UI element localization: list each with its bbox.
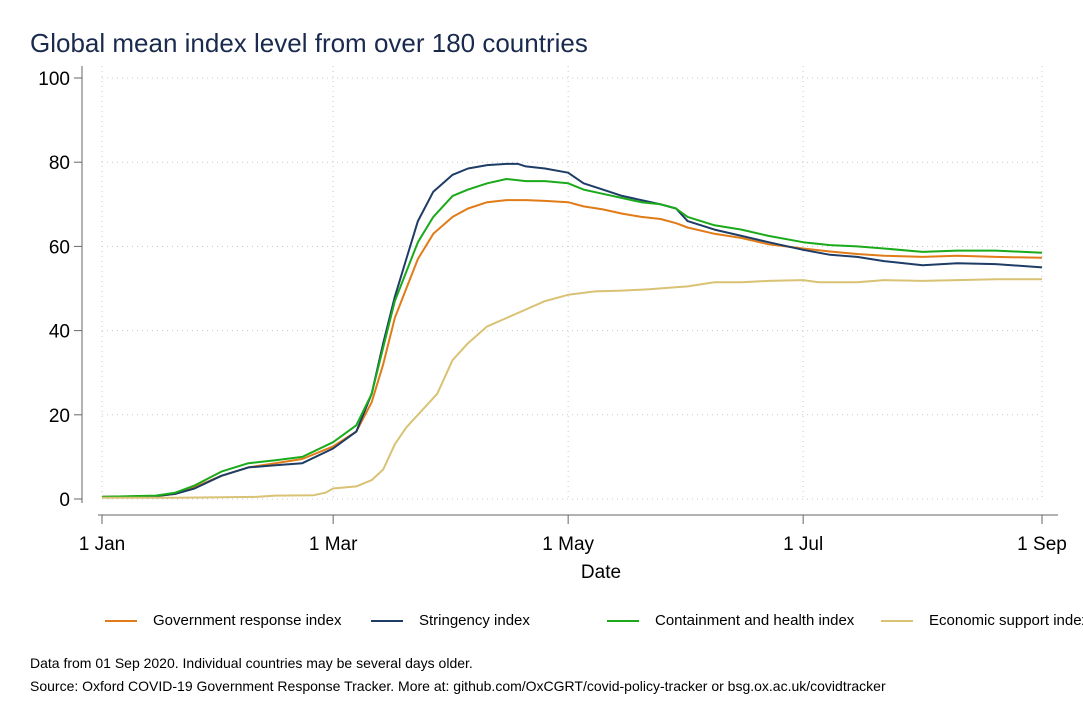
x-tick-label: 1 Sep	[1017, 534, 1067, 555]
series-line-economic-support-index	[102, 278, 1042, 499]
legend-item: Containment and health index	[607, 612, 854, 629]
legend-label: Economic support index	[929, 612, 1083, 629]
plot-area: 0 20 40 60 80 100 1 Jan 1 Mar 1 May 1 Jul 1 Sep Da…	[38, 66, 1067, 583]
x-tick-label: 1 Jan	[79, 534, 125, 555]
legend-label: Containment and health index	[655, 612, 855, 629]
data-note: Data from 01 Sep 2020. Individual countr…	[30, 655, 473, 671]
x-axis-title: Date	[581, 562, 621, 583]
x-tick-label: 1 Jul	[783, 534, 823, 555]
legend-swatch	[607, 619, 639, 622]
legend-label: Stringency index	[419, 612, 530, 629]
y-tick-label: 20	[49, 406, 70, 427]
x-tick-label: 1 May	[542, 534, 594, 555]
legend-item: Stringency index	[371, 612, 530, 629]
series-line-government-response-index	[101, 199, 1043, 498]
axes	[74, 66, 1058, 524]
y-tick-label: 40	[49, 322, 70, 343]
y-tick-label: 80	[49, 153, 70, 174]
legend-swatch	[105, 619, 137, 622]
y-tick-label: 0	[59, 490, 70, 511]
y-tick-label: 60	[49, 237, 70, 258]
notes: Data from 01 Sep 2020. Individual countr…	[30, 652, 886, 698]
y-tick-label: 100	[38, 69, 70, 90]
gridlines	[101, 66, 1043, 500]
x-tick-label: 1 Mar	[309, 534, 358, 555]
legend-label: Government response index	[153, 612, 342, 629]
chart-title: Global mean index level from over 180 co…	[30, 28, 588, 58]
legend: Government response index Stringency inde…	[105, 612, 1083, 634]
legend-item: Government response index	[105, 612, 341, 629]
legend-swatch	[881, 619, 913, 622]
legend-item: Economic support index	[881, 612, 1083, 629]
series-line-stringency-index	[101, 162, 1043, 498]
series-line-containment-and-health-index	[101, 178, 1043, 498]
legend-swatch	[371, 619, 403, 622]
series-lines	[101, 162, 1043, 499]
tick-labels: 0 20 40 60 80 100 1 Jan 1 Mar 1 May 1 Jul 1 Sep	[38, 69, 1067, 555]
source-note: Source: Oxford COVID-19 Government Respo…	[30, 678, 886, 694]
